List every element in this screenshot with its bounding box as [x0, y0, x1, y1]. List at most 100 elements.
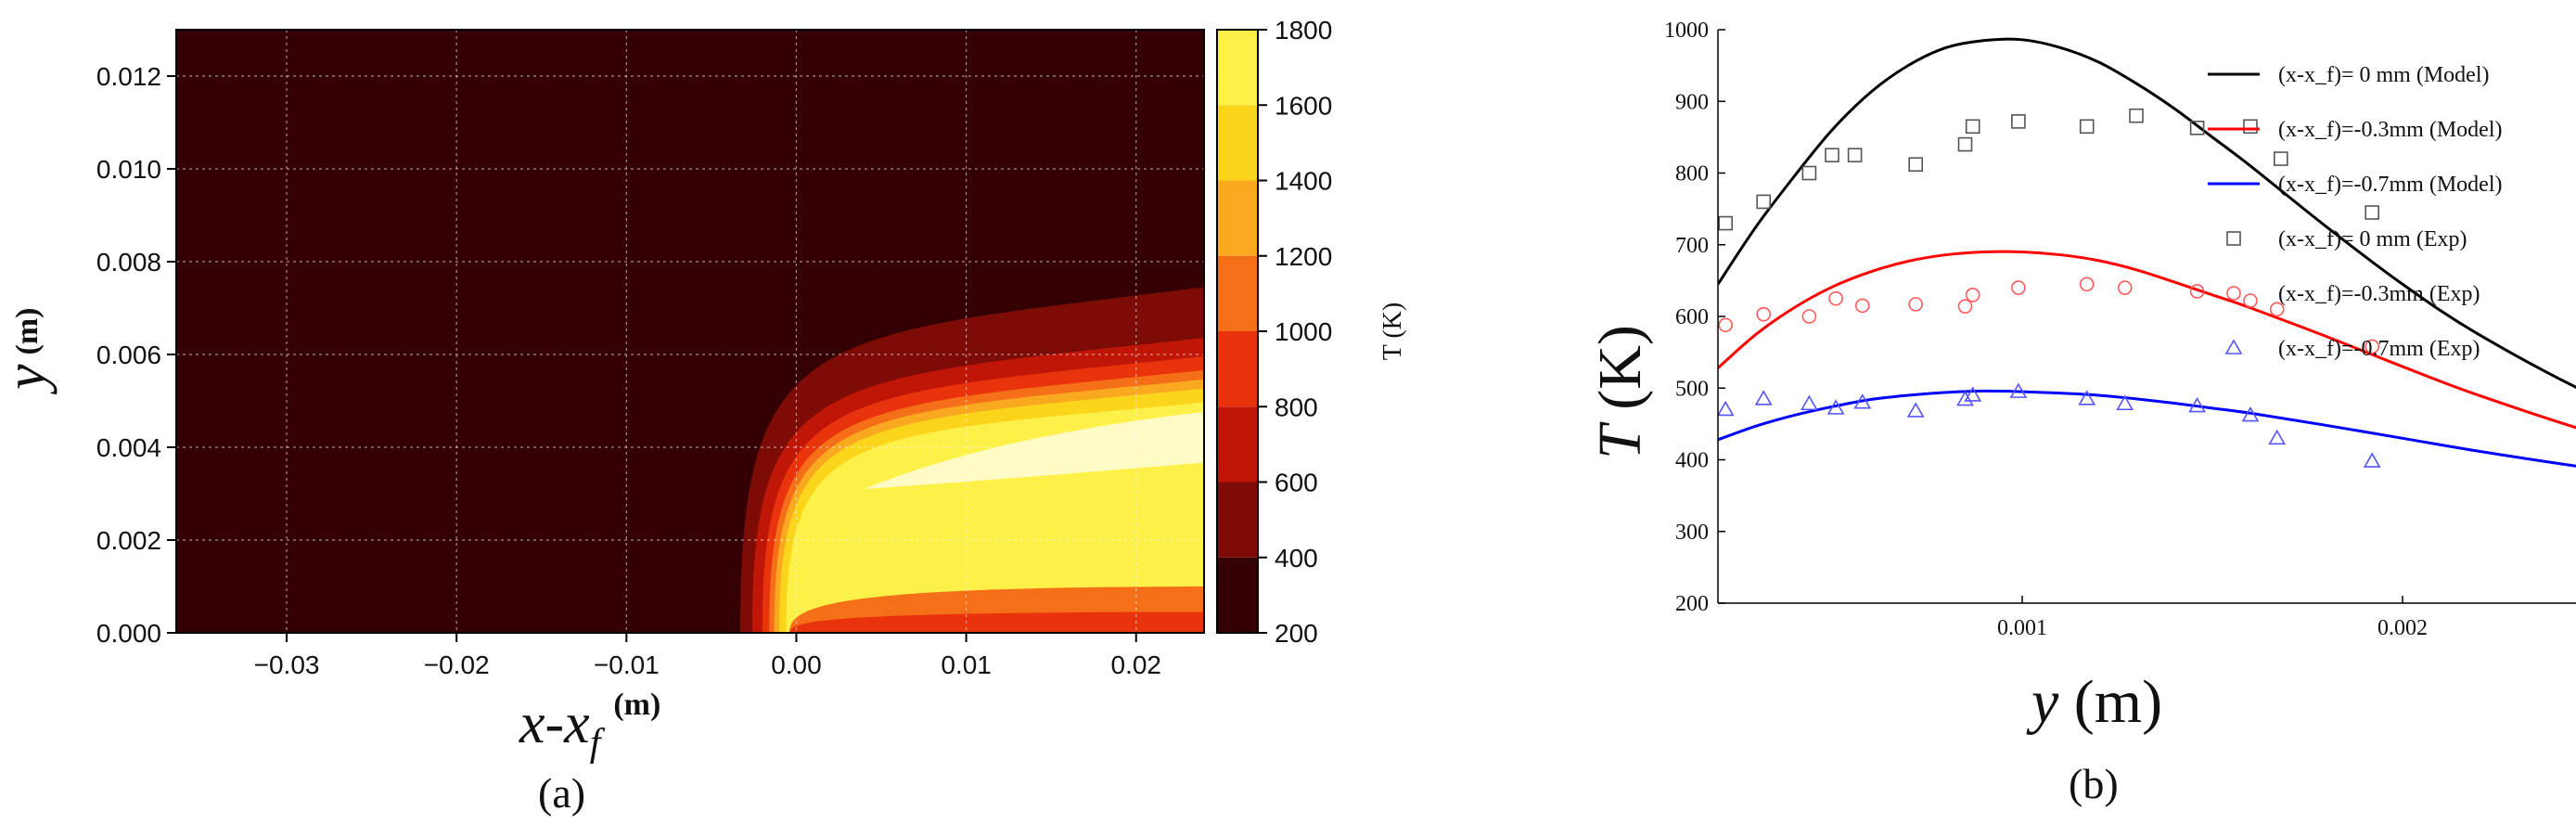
- data-point: [1828, 290, 1843, 306]
- data-point: [1956, 390, 1974, 406]
- panel-a: −0.03 −0.02 −0.01 0.00 0.01 0.02 0.0000.0020.…: [0, 16, 1407, 817]
- heatmap-region: [789, 612, 1204, 633]
- heatmap-region: [864, 412, 1204, 489]
- data-point: [1964, 386, 1982, 402]
- data-point: [2129, 108, 2144, 123]
- legend-label: (x-x_f)=-0.3mm (Model): [2278, 118, 2502, 142]
- data-point: [2188, 396, 2206, 413]
- heatmap-y-ticks: 0.000 0.002 0.004 0.006 0.008 0.010 0.012: [96, 62, 176, 648]
- data-point: [1855, 298, 1870, 314]
- heatmap-frame: [175, 29, 1205, 634]
- line-chart-legend: (x-x_f)= 0 mm (Model) (x-x_f)=-0.3mm (Mod…: [2208, 63, 2502, 361]
- y-tick-label: 0.008: [96, 248, 161, 277]
- series-line: [1718, 250, 2576, 430]
- data-point: [1718, 215, 1733, 231]
- colorbar-tick-label: 1200: [1275, 242, 1332, 271]
- data-point: [2365, 339, 2379, 354]
- y-tick-label: 800: [1675, 162, 1709, 187]
- y-tick-label: 500: [1675, 377, 1709, 401]
- data-point: [1957, 299, 1973, 314]
- colorbar-tick-label: 800: [1275, 393, 1318, 421]
- heatmap-x-ticks: −0.03 −0.02 −0.01 0.00 0.01 0.02: [254, 633, 1161, 679]
- data-point: [2078, 390, 2096, 406]
- y-tick-label: 0.000: [96, 619, 161, 648]
- heatmap-regions: [740, 287, 1204, 633]
- y-tick-label: 600: [1675, 305, 1709, 329]
- y-tick-label: 400: [1675, 449, 1709, 473]
- colorbar-segment: [1217, 557, 1258, 633]
- data-point: [2189, 121, 2205, 135]
- data-point: [1801, 394, 1818, 411]
- legend-label: (x-x_f)=-0.7mm (Exp): [2278, 337, 2480, 361]
- data-point: [1718, 400, 1735, 417]
- colorbar-tick-label: 200: [1275, 619, 1318, 648]
- colorbar-tick-label: 400: [1275, 544, 1318, 573]
- data-point: [1826, 399, 1845, 415]
- data-point: [1965, 288, 1980, 303]
- data-point: [2365, 205, 2379, 220]
- data-point: [2243, 293, 2258, 308]
- series-line: [1718, 37, 2576, 389]
- colorbar-tick-label: 1000: [1275, 317, 1332, 346]
- legend-label: (x-x_f)=-0.3mm (Exp): [2278, 282, 2480, 306]
- colorbar-segment: [1217, 331, 1258, 407]
- data-point: [1965, 119, 1980, 135]
- data-point: [1754, 390, 1773, 406]
- x-tick-label: 0.01: [941, 650, 992, 679]
- line-chart-y-axis-label: T (K): [1586, 325, 1654, 459]
- data-point: [2269, 302, 2285, 317]
- data-point: [2079, 277, 2095, 292]
- x-tick-label: 0.00: [771, 650, 822, 679]
- data-point: [1957, 136, 1973, 152]
- legend-swatch: [2226, 286, 2241, 301]
- y-tick-label: 1000: [1664, 19, 1709, 43]
- data-point: [1908, 297, 1923, 312]
- data-point: [1718, 317, 1733, 333]
- data-point: [2011, 114, 2026, 129]
- y-tick-label: 700: [1675, 234, 1709, 258]
- data-point: [2243, 119, 2258, 135]
- y-tick-label: 0.010: [96, 155, 161, 184]
- colorbar-tick-label: 1800: [1275, 16, 1332, 45]
- line-chart-x-axis-label: y (m): [2026, 668, 2162, 736]
- y-tick-label: 0.006: [96, 341, 161, 369]
- y-tick-label: 0.012: [96, 62, 161, 91]
- colorbar-segment: [1217, 105, 1258, 181]
- series-line: [1718, 389, 2576, 468]
- legend-swatch: [2224, 339, 2243, 354]
- x-tick-label: 0.001: [1997, 616, 2047, 640]
- data-point: [1908, 157, 1923, 173]
- colorbar-tick-label: 600: [1275, 469, 1318, 497]
- data-point: [2274, 151, 2288, 166]
- x-tick-label: −0.02: [424, 650, 490, 679]
- x-tick-label: −0.03: [254, 650, 320, 679]
- data-point: [2079, 119, 2095, 135]
- data-point: [1801, 309, 1817, 324]
- colorbar-label: T (K): [1378, 303, 1407, 360]
- line-chart-marks: [1718, 37, 2576, 468]
- colorbar-segment: [1217, 30, 1258, 106]
- data-point: [1756, 194, 1771, 210]
- colorbar-segment: [1217, 482, 1258, 558]
- data-point: [1847, 148, 1863, 162]
- data-point: [2116, 394, 2134, 411]
- data-point: [1906, 402, 1925, 418]
- colorbar-tick-label: 1400: [1275, 167, 1332, 196]
- data-point: [1825, 148, 1839, 162]
- y-tick-label: 300: [1675, 521, 1709, 545]
- heatmap-x-axis-label: x-xf(m): [519, 688, 660, 765]
- data-point: [2011, 280, 2026, 295]
- line-chart-y-ticks: 200 300 400 500 600 700 800 900 1000: [1664, 19, 1725, 616]
- x-tick-label: 0.02: [1110, 650, 1161, 679]
- legend-label: (x-x_f)=-0.7mm (Model): [2278, 173, 2502, 197]
- data-point: [2363, 452, 2381, 468]
- panel-b-label: (b): [2069, 760, 2119, 807]
- data-point: [2189, 284, 2205, 299]
- y-tick-label: 0.002: [96, 526, 161, 555]
- heatmap-y-axis-label: y(m): [0, 308, 58, 396]
- legend-label: (x-x_f)= 0 mm (Exp): [2278, 227, 2467, 251]
- data-point: [2268, 429, 2287, 445]
- y-tick-label: 900: [1675, 90, 1709, 114]
- data-point: [2117, 280, 2133, 295]
